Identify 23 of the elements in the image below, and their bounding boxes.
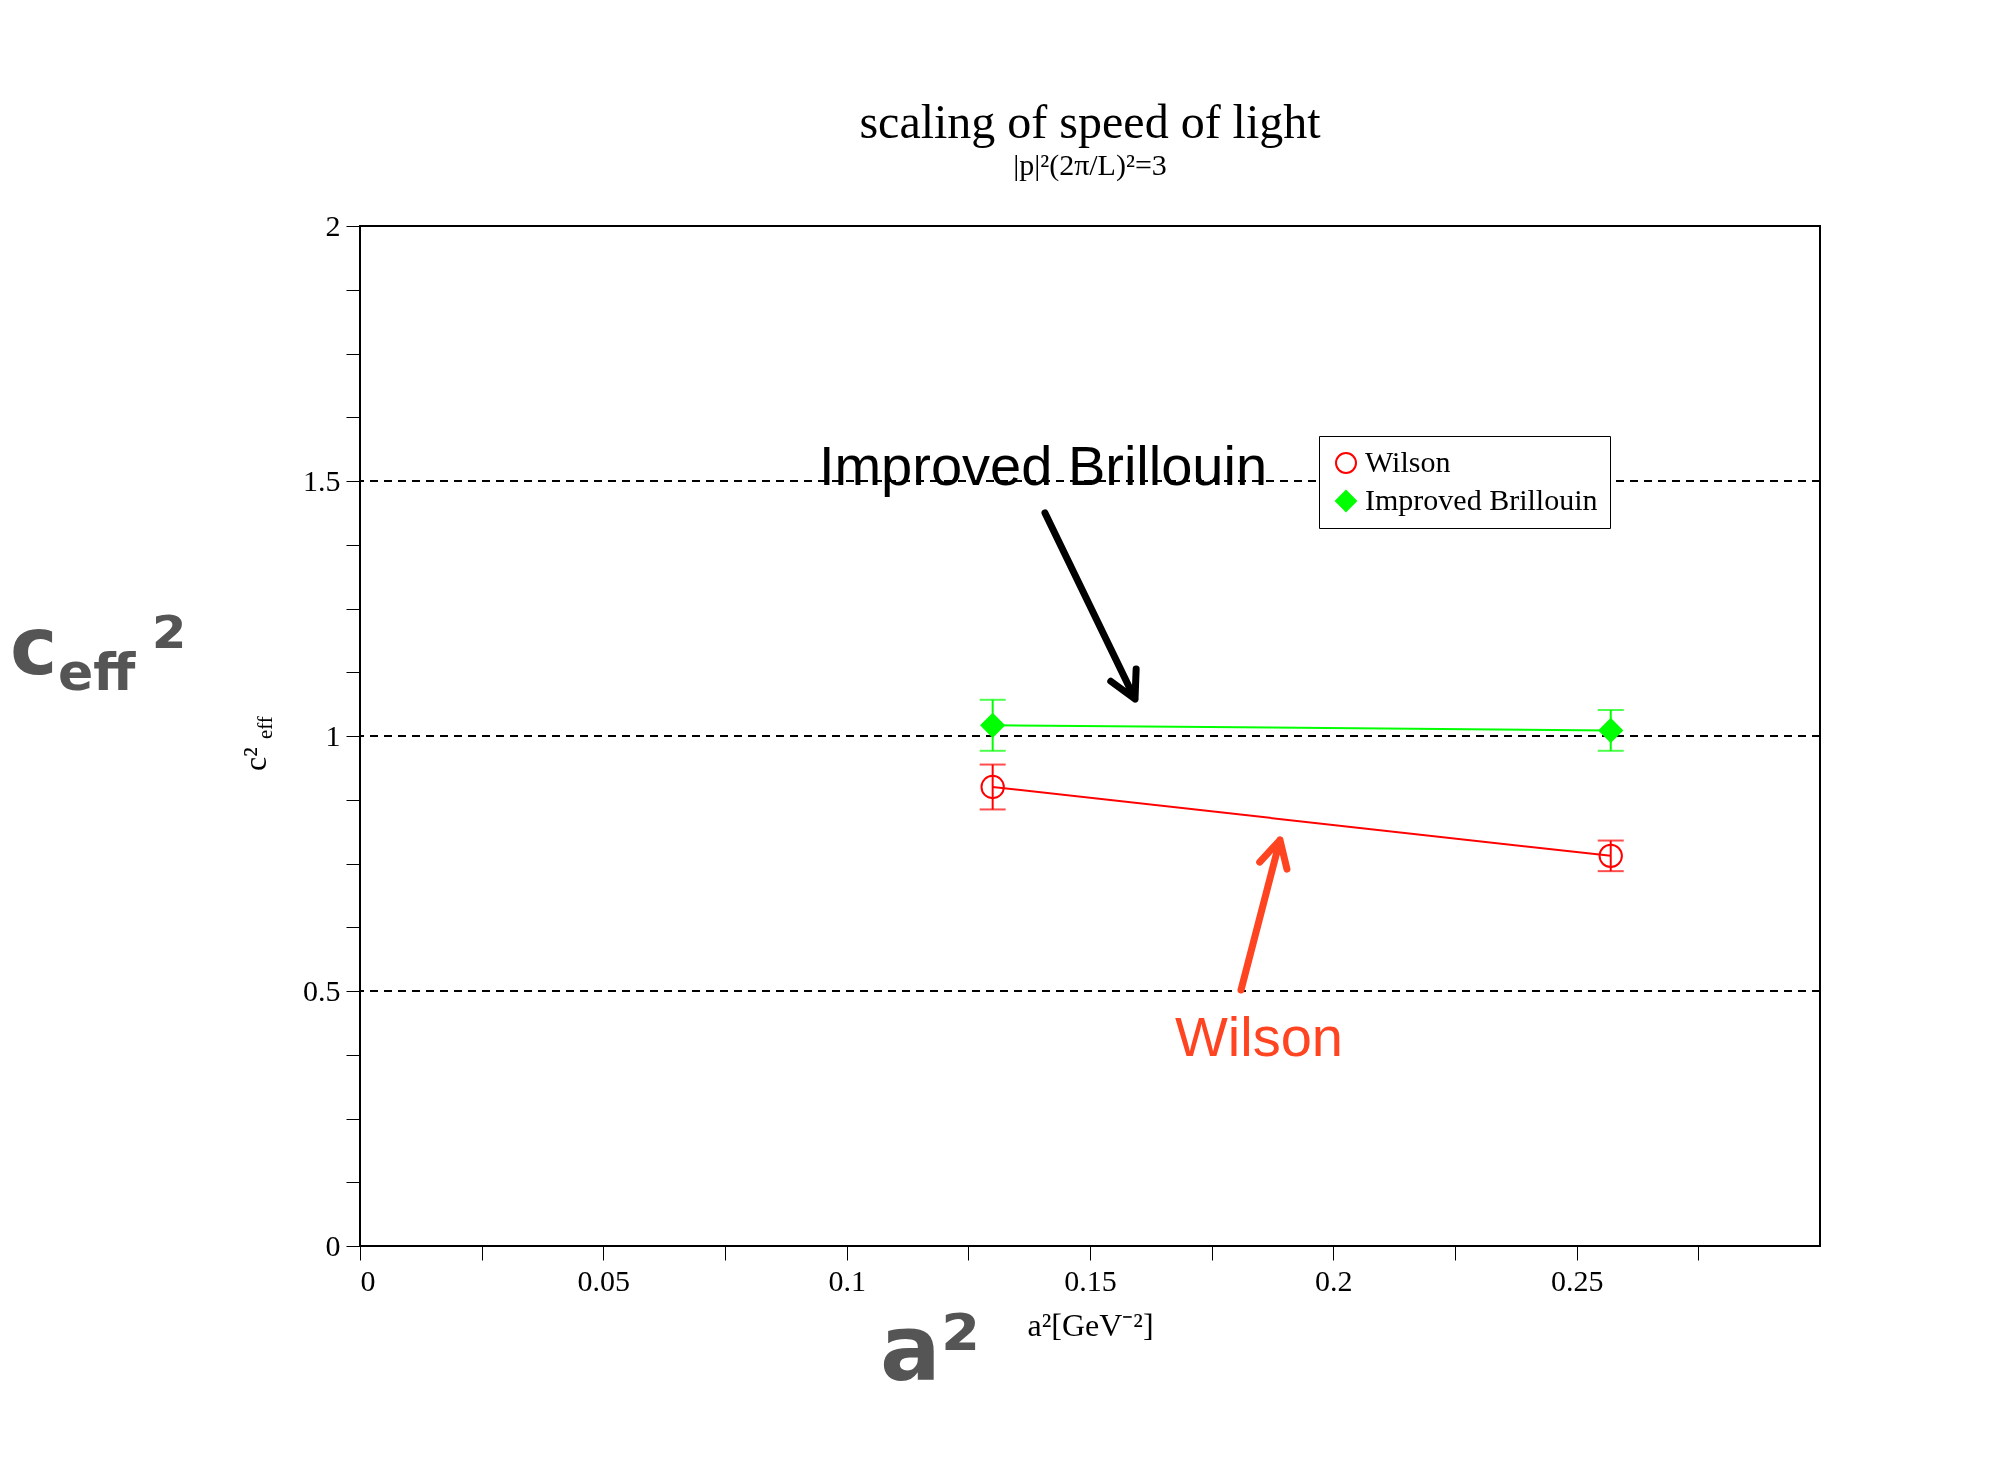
x-tick-label: 0 (360, 1263, 376, 1297)
y-tick-label: 0 (325, 1228, 341, 1262)
x-tick-label: 0.25 (1550, 1263, 1604, 1297)
point (1598, 718, 1623, 743)
x-tick-label: 0.1 (828, 1263, 866, 1297)
y-tick-label: 1 (325, 718, 341, 752)
legend-label: Wilson (1365, 445, 1451, 478)
annotation: Improved Brillouin (818, 434, 1268, 497)
x-axis-title: a²[GeV⁻²] (1027, 1306, 1154, 1343)
point (980, 774, 1005, 800)
y-tick-label: 0.5 (303, 973, 341, 1007)
chart-title: scaling of speed of light (859, 95, 1322, 148)
chart-subtitle: |p|²(2π/L)²=3 (1013, 148, 1167, 182)
y-axis-title: c²eff (237, 716, 276, 771)
point (980, 713, 1005, 738)
y-tick-label: 1.5 (303, 463, 341, 497)
legend-label: Improved Brillouin (1365, 483, 1598, 516)
x-tick-label: 0.2 (1315, 1263, 1353, 1297)
text: a² (880, 1296, 981, 1401)
x-tick-label: 0.15 (1064, 1263, 1117, 1297)
annotation: Wilson (1174, 1005, 1344, 1068)
y-tick-label: 2 (325, 208, 341, 242)
x-tick-label: 0.05 (577, 1263, 631, 1297)
